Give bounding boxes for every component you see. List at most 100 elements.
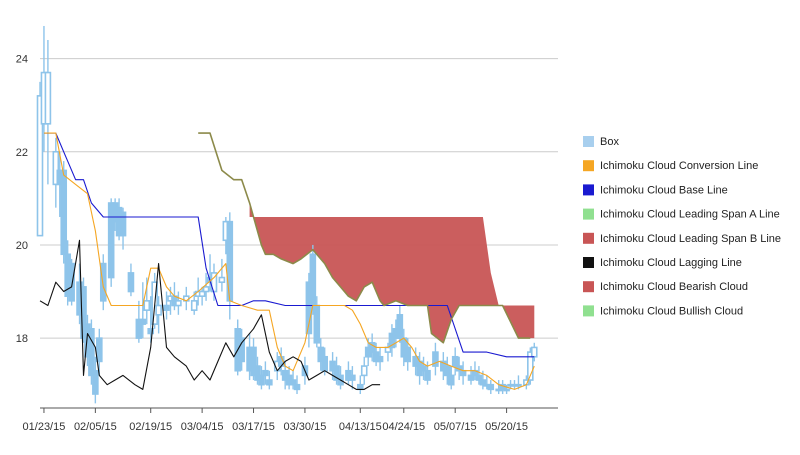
box-mark <box>175 291 182 315</box>
y-tick-label: 22 <box>16 147 28 159</box>
box-body-falling <box>451 355 459 367</box>
box-body-falling <box>135 318 143 339</box>
box-mark <box>60 161 68 264</box>
box-body-rising <box>143 300 151 311</box>
box-body-rising <box>503 388 510 392</box>
legend: Box Ichimoku Cloud Conversion Line Ichimok… <box>583 136 781 317</box>
x-tick-label: 04/24/15 <box>382 421 425 433</box>
box-body-rising <box>527 351 534 381</box>
box-body-falling <box>432 351 439 367</box>
box-body-rising <box>36 95 44 237</box>
legend-label: Ichimoku Cloud Base Line <box>600 184 728 196</box>
box-body-falling <box>163 304 170 311</box>
box-mark <box>360 356 368 385</box>
box-mark <box>503 384 510 395</box>
box-body-falling <box>459 369 467 377</box>
box-mark <box>368 333 376 362</box>
box-body-falling <box>487 383 495 391</box>
box-mark <box>80 277 87 343</box>
legend-label: Ichimoku Cloud Leading Span A Line <box>600 209 780 221</box>
box-mark <box>459 361 467 385</box>
box-mark <box>345 361 352 385</box>
box-mark <box>293 375 301 395</box>
box-mark <box>254 356 261 385</box>
box-mark <box>210 263 218 301</box>
box-body-falling <box>368 341 376 353</box>
box-body-rising <box>190 300 198 311</box>
box-mark <box>447 366 455 390</box>
conversion-line <box>44 132 535 390</box>
legend-item: Ichimoku Cloud Conversion Line <box>583 160 758 172</box>
box-layer <box>36 25 538 404</box>
box-body-falling <box>313 304 321 344</box>
box-mark <box>68 258 75 306</box>
box-mark <box>44 39 52 185</box>
box-mark <box>309 244 317 315</box>
box-body-rising <box>202 286 210 293</box>
legend-swatch <box>583 281 594 293</box>
legend-label: Ichimoku Cloud Lagging Line <box>600 257 742 269</box>
y-tick-label: 18 <box>16 333 28 345</box>
box-body-falling <box>475 374 483 381</box>
box-mark <box>99 254 107 311</box>
box-body-falling <box>107 202 115 279</box>
box-mark <box>36 81 44 237</box>
y-tick-label: 20 <box>16 240 28 252</box>
box-mark <box>333 356 340 385</box>
box-body-falling <box>447 374 455 386</box>
box-body-falling <box>254 365 261 381</box>
box-body-falling <box>258 374 265 386</box>
box-body-falling <box>349 374 356 381</box>
box-mark <box>527 347 534 385</box>
box-mark <box>258 366 265 390</box>
x-tick-label: 05/07/15 <box>434 421 477 433</box>
legend-swatch <box>583 208 594 220</box>
box-mark <box>127 263 135 297</box>
box-body-rising <box>515 383 522 387</box>
box-mark <box>96 328 103 376</box>
box-body-rising <box>155 304 162 316</box>
legend-label: Ichimoku Cloud Leading Span B Line <box>600 233 781 245</box>
legend-item: Ichimoku Cloud Leading Span A Line <box>583 208 780 221</box>
legend-swatch <box>583 232 594 244</box>
box-mark <box>155 296 162 334</box>
legend-swatch <box>583 257 594 268</box>
box-mark <box>135 300 143 343</box>
x-tick-label: 03/04/15 <box>181 421 224 433</box>
line-layer <box>39 132 535 390</box>
box-mark <box>515 375 522 390</box>
box-mark <box>226 212 234 320</box>
legend-label: Ichimoku Cloud Bearish Cloud <box>600 281 748 293</box>
box-body-rising <box>218 276 226 284</box>
x-tick-label: 02/19/15 <box>129 421 172 433</box>
box-mark <box>163 291 170 320</box>
box-mark <box>475 366 483 385</box>
legend-label: Ichimoku Cloud Bullish Cloud <box>600 305 743 317</box>
legend-swatch <box>583 136 594 147</box>
box-mark <box>92 356 99 404</box>
legend-item: Ichimoku Cloud Bullish Cloud <box>583 305 743 317</box>
box-body-falling <box>420 365 427 372</box>
box-mark <box>202 272 210 301</box>
box-body-falling <box>80 286 87 339</box>
box-body-falling <box>309 253 317 307</box>
box-mark <box>305 272 313 348</box>
box-body-falling <box>396 314 404 339</box>
box-mark <box>88 319 95 385</box>
box-body-falling <box>119 211 127 237</box>
legend-label: Box <box>600 136 619 148</box>
box-body-falling <box>317 346 325 363</box>
legend-item: Ichimoku Cloud Bearish Cloud <box>583 281 748 293</box>
box-mark <box>487 380 495 395</box>
box-mark <box>420 356 427 381</box>
box-mark <box>238 328 245 371</box>
x-tick-label: 02/05/15 <box>74 421 117 433</box>
box-mark <box>376 347 384 371</box>
box-mark <box>349 366 356 390</box>
box-mark <box>356 375 364 395</box>
box-mark <box>289 370 297 390</box>
axis-layer: 18 20 22 24 01/23/15 02/05/15 02/19/15 03/04/15… <box>16 54 558 433</box>
box-body-falling <box>356 383 364 391</box>
box-mark <box>218 258 226 292</box>
